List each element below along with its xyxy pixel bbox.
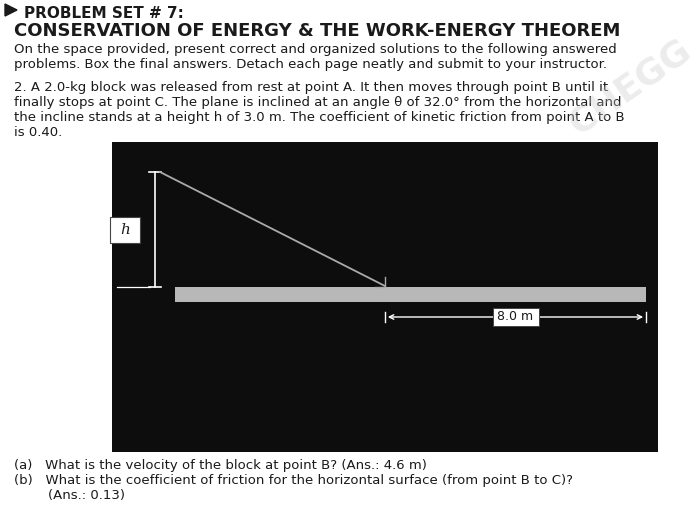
Text: (Ans.: 0.13): (Ans.: 0.13) bbox=[14, 489, 125, 502]
Text: 2. A 2.0-kg block was released from rest at point A. It then moves through point: 2. A 2.0-kg block was released from rest… bbox=[14, 81, 608, 94]
Text: 8.0 m: 8.0 m bbox=[498, 311, 533, 324]
Bar bbox=[175, 287, 646, 302]
Text: is 0.40.: is 0.40. bbox=[14, 126, 62, 139]
Text: (a)   What is the velocity of the block at point B? (Ans.: 4.6 m): (a) What is the velocity of the block at… bbox=[14, 459, 427, 472]
Text: finally stops at point C. The plane is inclined at an angle θ of 32.0° from the : finally stops at point C. The plane is i… bbox=[14, 96, 622, 109]
Text: the incline stands at a height h of 3.0 m. The coefficient of kinetic friction f: the incline stands at a height h of 3.0 … bbox=[14, 111, 624, 124]
Bar bbox=[110, 217, 140, 242]
Polygon shape bbox=[5, 4, 17, 16]
Bar bbox=[112, 142, 658, 452]
Text: CHEGG: CHEGG bbox=[563, 33, 697, 141]
Bar bbox=[493, 308, 538, 326]
Text: On the space provided, present correct and organized solutions to the following : On the space provided, present correct a… bbox=[14, 43, 617, 56]
Text: h: h bbox=[120, 222, 130, 236]
Text: PROBLEM SET # 7:: PROBLEM SET # 7: bbox=[24, 6, 184, 21]
Text: problems. Box the final answers. Detach each page neatly and submit to your inst: problems. Box the final answers. Detach … bbox=[14, 58, 607, 71]
Text: (b)   What is the coefficient of friction for the horizontal surface (from point: (b) What is the coefficient of friction … bbox=[14, 474, 573, 487]
Text: CONSERVATION OF ENERGY & THE WORK-ENERGY THEOREM: CONSERVATION OF ENERGY & THE WORK-ENERGY… bbox=[14, 22, 620, 40]
